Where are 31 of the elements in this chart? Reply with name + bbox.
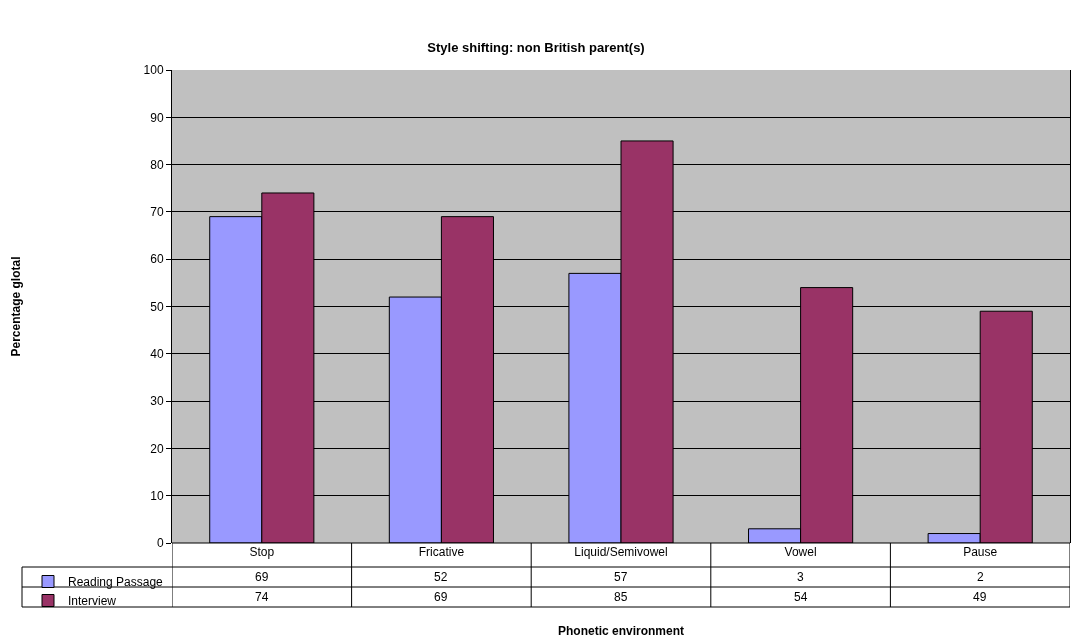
data-label: 69 bbox=[255, 570, 269, 584]
text: Phonetic environment bbox=[558, 624, 685, 638]
y-tick-label: 10 bbox=[150, 488, 164, 503]
y-tick-label: 40 bbox=[150, 347, 164, 361]
data-label: 52 bbox=[434, 570, 448, 584]
data-label: 49 bbox=[973, 590, 987, 604]
data-label: 3 bbox=[797, 570, 804, 584]
legend-label: Reading Passage bbox=[68, 575, 164, 590]
y-tick-label: 30 bbox=[150, 394, 164, 409]
x-tick-label: Vowel bbox=[784, 545, 817, 559]
y-tick-label: 0 bbox=[156, 536, 164, 551]
legend-label: Interview bbox=[68, 594, 117, 609]
data-label: 74 bbox=[255, 590, 269, 604]
data-label: 69 bbox=[434, 590, 448, 604]
data-label: 2 bbox=[977, 570, 984, 584]
x-tick-label: Fricative bbox=[418, 545, 465, 559]
y-tick-label: 20 bbox=[150, 441, 164, 456]
y-tick-label: 80 bbox=[150, 157, 164, 172]
data-label: 85 bbox=[614, 590, 628, 604]
data-label: 54 bbox=[794, 590, 808, 604]
y-tick-label: 70 bbox=[150, 205, 164, 220]
y-tick-label: 90 bbox=[150, 110, 164, 125]
y-tick-label: 50 bbox=[150, 299, 164, 314]
x-tick-label: Pause bbox=[963, 545, 998, 559]
y-tick-label: 100 bbox=[143, 63, 164, 78]
x-tick-label: Liquid/Semivowel bbox=[574, 545, 668, 559]
data-label: 57 bbox=[614, 570, 628, 584]
x-tick-label: Stop bbox=[249, 545, 275, 559]
text: Percentage glotal bbox=[8, 256, 23, 357]
chart-title: Style shifting: non British parent(s) bbox=[427, 39, 645, 55]
y-tick-label: 60 bbox=[150, 252, 164, 267]
